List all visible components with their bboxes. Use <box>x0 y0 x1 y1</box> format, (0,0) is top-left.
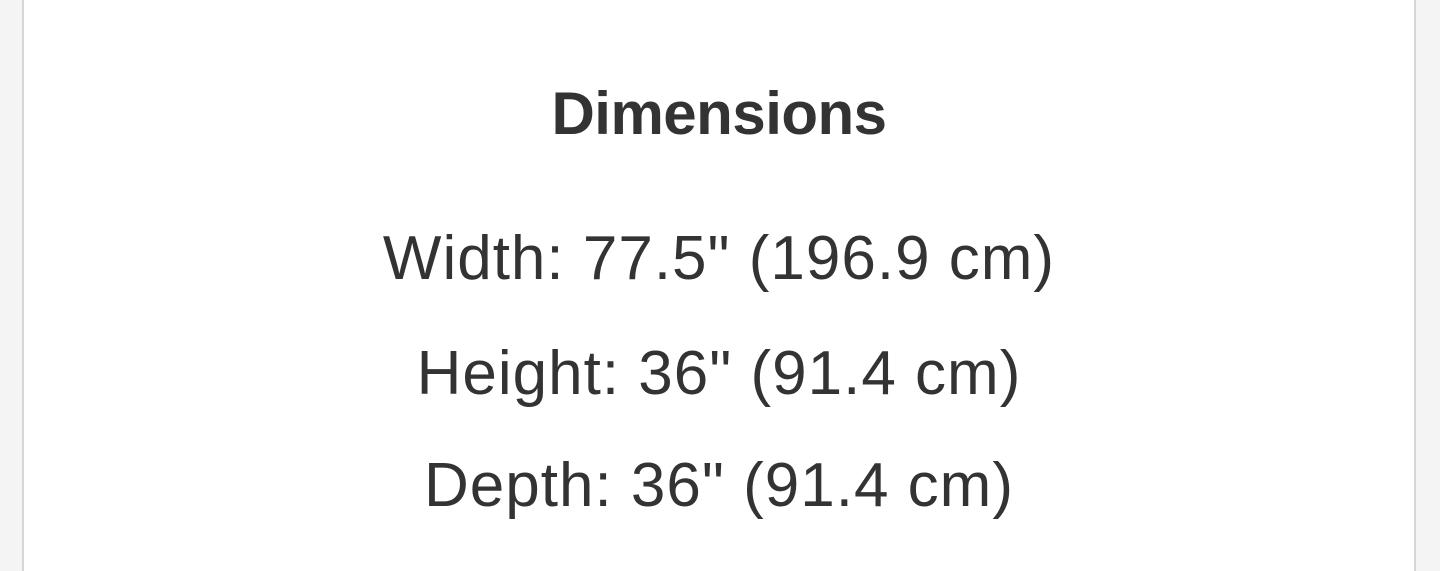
height-value: Height: 36" (91.4 cm) <box>416 339 1022 408</box>
width-value: Width: 77.5" (196.9 cm) <box>382 224 1056 293</box>
depth-value: Depth: 36" (91.4 cm) <box>424 451 1014 520</box>
dimensions-panel: Dimensions Width: 77.5" (196.9 cm) Heigh… <box>22 0 1416 571</box>
dimensions-heading: Dimensions <box>551 80 887 147</box>
